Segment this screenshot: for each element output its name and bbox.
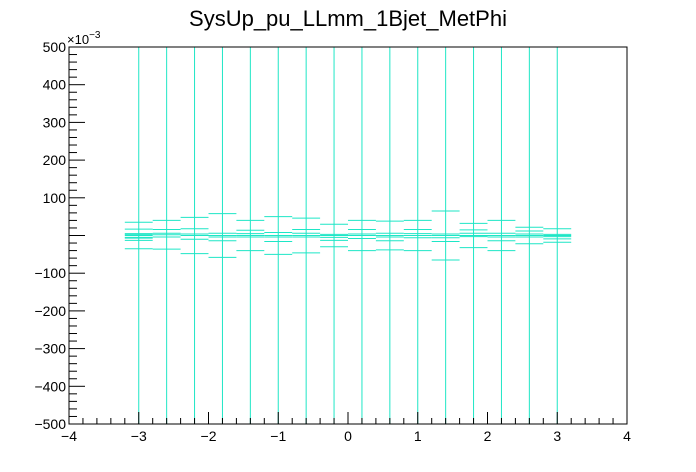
y-tick-label: −300 bbox=[34, 341, 66, 357]
y-tick-label: −200 bbox=[34, 303, 66, 319]
chart-title: SysUp_pu_LLmm_1Bjet_MetPhi bbox=[189, 6, 507, 31]
y-tick-label: −100 bbox=[34, 265, 66, 281]
x-tick-label: −4 bbox=[61, 428, 77, 444]
y-tick-label: −500 bbox=[34, 416, 66, 432]
x-tick-label: 0 bbox=[344, 428, 352, 444]
y-tick-label: −400 bbox=[34, 378, 66, 394]
y-axis-scale-base: ×10 bbox=[67, 32, 89, 47]
y-tick-label: 100 bbox=[43, 190, 67, 206]
x-tick-label: 3 bbox=[553, 428, 561, 444]
x-tick-label: 4 bbox=[623, 428, 631, 444]
y-tick-label: 300 bbox=[43, 114, 67, 130]
y-tick-label: 400 bbox=[43, 77, 67, 93]
axes: −4 −3 −2 −1 0 1 2 3 4 −500 −400 −300 −200 −100 100 200 3… bbox=[34, 39, 631, 444]
x-tick-label: 1 bbox=[414, 428, 422, 444]
x-tick-label: −2 bbox=[201, 428, 217, 444]
x-tick-label: −1 bbox=[270, 428, 286, 444]
y-axis-scale-exponent: −3 bbox=[89, 30, 101, 41]
plot-area bbox=[124, 47, 572, 424]
y-axis-scale-label: ×10−3 bbox=[67, 30, 101, 47]
x-tick-label: −3 bbox=[131, 428, 147, 444]
y-tick-label: 500 bbox=[43, 39, 67, 55]
x-tick-label: 2 bbox=[484, 428, 492, 444]
y-tick-label: 200 bbox=[43, 152, 67, 168]
